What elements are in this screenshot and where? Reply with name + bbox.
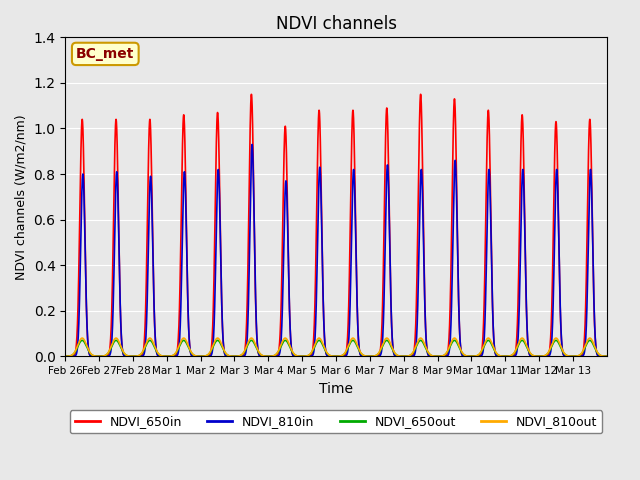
Y-axis label: NDVI channels (W/m2/nm): NDVI channels (W/m2/nm) bbox=[15, 114, 28, 280]
NDVI_650out bbox=[474, 352, 482, 358]
Line: NDVI_650in: NDVI_650in bbox=[65, 95, 607, 356]
NDVI_810out bbox=[392, 351, 399, 357]
NDVI_810out bbox=[81, 337, 88, 343]
NDVI_650in bbox=[316, 122, 324, 128]
NDVI_650out bbox=[61, 353, 69, 359]
NDVI_810out bbox=[61, 353, 69, 359]
NDVI_810in bbox=[377, 351, 385, 357]
Line: NDVI_810out: NDVI_810out bbox=[65, 338, 607, 356]
NDVI_810out bbox=[78, 335, 86, 341]
NDVI_810in bbox=[61, 353, 69, 359]
NDVI_810in bbox=[316, 165, 324, 170]
NDVI_810out bbox=[603, 353, 611, 359]
NDVI_650out bbox=[81, 339, 88, 345]
NDVI_650out bbox=[377, 347, 385, 353]
NDVI_650in bbox=[377, 342, 385, 348]
NDVI_650in bbox=[474, 353, 482, 359]
NDVI_810out bbox=[377, 346, 385, 352]
Line: NDVI_650out: NDVI_650out bbox=[65, 340, 607, 356]
NDVI_810out bbox=[269, 353, 277, 359]
NDVI_810in bbox=[269, 353, 277, 359]
X-axis label: Time: Time bbox=[319, 382, 353, 396]
NDVI_650out bbox=[316, 338, 324, 344]
NDVI_650out bbox=[78, 337, 86, 343]
NDVI_810in bbox=[603, 353, 611, 359]
Text: BC_met: BC_met bbox=[76, 47, 134, 61]
NDVI_650in bbox=[603, 353, 611, 359]
NDVI_650in bbox=[269, 353, 277, 359]
NDVI_650in bbox=[248, 92, 255, 97]
Legend: NDVI_650in, NDVI_810in, NDVI_650out, NDVI_810out: NDVI_650in, NDVI_810in, NDVI_650out, NDV… bbox=[70, 410, 602, 433]
NDVI_810in bbox=[392, 353, 399, 359]
Line: NDVI_810in: NDVI_810in bbox=[65, 144, 607, 356]
NDVI_650in bbox=[392, 353, 399, 359]
NDVI_650in bbox=[61, 353, 69, 359]
NDVI_810out bbox=[474, 352, 482, 358]
NDVI_650out bbox=[392, 351, 399, 357]
NDVI_650in bbox=[80, 183, 88, 189]
NDVI_810in bbox=[474, 353, 482, 359]
NDVI_810out bbox=[316, 336, 324, 341]
Title: NDVI channels: NDVI channels bbox=[275, 15, 397, 33]
NDVI_650out bbox=[269, 353, 277, 359]
NDVI_810in bbox=[80, 198, 88, 204]
NDVI_810in bbox=[248, 142, 256, 147]
NDVI_650out bbox=[603, 353, 611, 359]
